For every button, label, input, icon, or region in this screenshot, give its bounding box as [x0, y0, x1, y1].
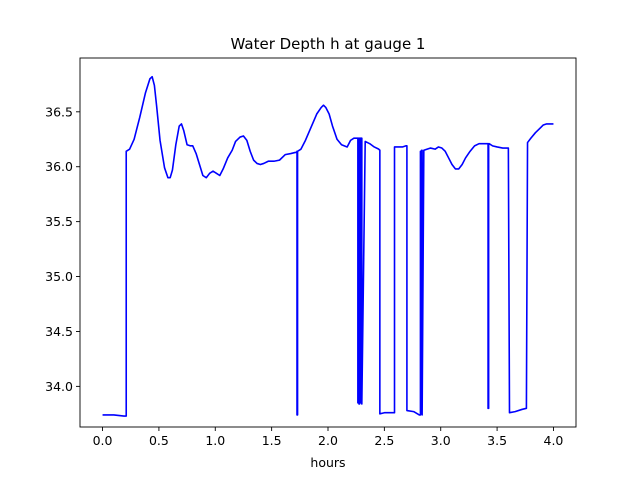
- x-tick-label: 0.0: [93, 433, 113, 448]
- x-tick-label: 3.0: [431, 433, 451, 448]
- y-tick-label: 36.5: [45, 104, 73, 119]
- x-tick-label: 2.0: [318, 433, 338, 448]
- x-tick-label: 3.5: [487, 433, 507, 448]
- y-tick-label: 34.5: [45, 324, 73, 339]
- x-tick-label: 0.5: [149, 433, 169, 448]
- x-axis-label: hours: [310, 455, 345, 470]
- series-line-1: [102, 75, 554, 417]
- x-tick-label: 4.0: [544, 433, 564, 448]
- plot-area: 0.0 0.5 1.0 1.5 2.0 2.5 3.0 3.5 4.0 34.0 34.5 35.0 3…: [45, 57, 577, 448]
- chart-title: Water Depth h at gauge 1: [231, 35, 426, 53]
- x-tick-label: 1.0: [205, 433, 225, 448]
- x-tick-label: 1.5: [262, 433, 282, 448]
- x-tick-label: 2.5: [374, 433, 394, 448]
- y-tick-label: 35.5: [45, 214, 73, 229]
- y-tick-label: 36.0: [45, 159, 73, 174]
- y-tick-label: 34.0: [45, 379, 73, 394]
- y-tick-label: 35.0: [45, 269, 73, 284]
